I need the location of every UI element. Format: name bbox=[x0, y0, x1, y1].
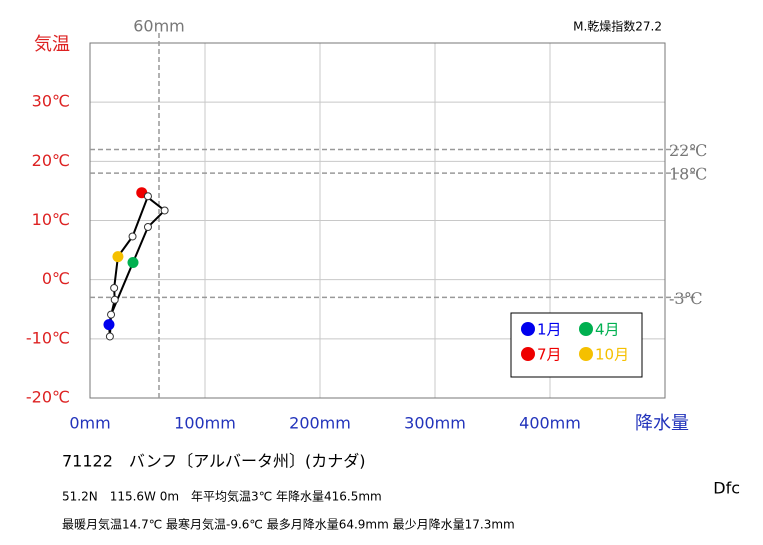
reference-label: -3℃ bbox=[669, 289, 702, 308]
y-tick-label: 30℃ bbox=[32, 92, 70, 111]
station: 71122 バンフ〔アルバータ州〕(カナダ) bbox=[62, 452, 366, 471]
legend-marker bbox=[521, 347, 535, 361]
reference-label: 60mm bbox=[133, 17, 185, 36]
plot-frame bbox=[89, 42, 666, 399]
info-line: 51.2N 115.6W 0m 年平均気温3℃ 年降水量416.5mm bbox=[62, 489, 382, 504]
y-tick-label: -10℃ bbox=[26, 328, 70, 347]
aridity-index: M.乾燥指数27.2 bbox=[573, 19, 662, 34]
legend-label: 4月 bbox=[595, 321, 620, 339]
x-tick-label: 400mm bbox=[519, 414, 581, 433]
x-tick-label: 0mm bbox=[69, 414, 110, 433]
legend-label: 7月 bbox=[537, 346, 562, 364]
month-point bbox=[103, 319, 115, 331]
y-tick-label: 20℃ bbox=[32, 151, 70, 170]
info-line: 最暖月気温14.7℃ 最寒月気温-9.6℃ 最多月降水量64.9mm 最少月降水… bbox=[62, 517, 515, 532]
reference-label: 22℃ bbox=[669, 141, 707, 160]
legend-marker bbox=[521, 322, 535, 336]
y-tick-label: 0℃ bbox=[42, 269, 70, 288]
month-point bbox=[127, 257, 139, 269]
x-tick-label: 200mm bbox=[289, 414, 351, 433]
month-point bbox=[110, 283, 119, 292]
month-point bbox=[110, 295, 119, 304]
month-point bbox=[160, 206, 169, 215]
legend-marker bbox=[579, 322, 593, 336]
month-point bbox=[112, 251, 124, 263]
y-tick-label: -20℃ bbox=[26, 388, 70, 407]
reference-label: 18℃ bbox=[669, 165, 707, 184]
legend-label: 1月 bbox=[537, 321, 562, 339]
month-point bbox=[143, 192, 152, 201]
y-axis-label: 気温 bbox=[34, 34, 70, 55]
climate-code: Dfc bbox=[713, 479, 740, 498]
legend-label: 10月 bbox=[595, 346, 629, 364]
x-tick-label: 100mm bbox=[174, 414, 236, 433]
y-tick-label: 10℃ bbox=[32, 210, 70, 229]
month-point bbox=[107, 310, 116, 319]
legend-marker bbox=[579, 347, 593, 361]
x-axis-label: 降水量 bbox=[635, 413, 689, 434]
month-point bbox=[143, 223, 152, 232]
month-point bbox=[128, 232, 137, 241]
x-tick-label: 300mm bbox=[404, 414, 466, 433]
legend-box bbox=[510, 312, 643, 378]
month-point bbox=[105, 332, 114, 341]
